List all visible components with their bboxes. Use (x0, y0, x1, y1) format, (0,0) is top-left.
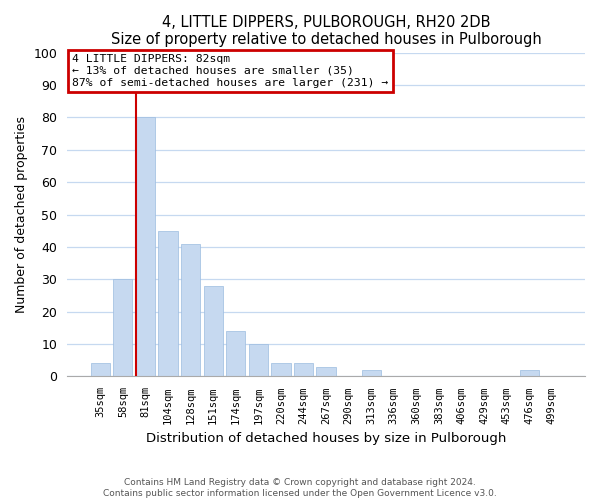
Bar (136, 118, 155, 376)
Bar (249, 344, 268, 376)
Bar (158, 231, 178, 376)
Bar (113, 280, 133, 376)
Title: 4, LITTLE DIPPERS, PULBOROUGH, RH20 2DB
Size of property relative to detached ho: 4, LITTLE DIPPERS, PULBOROUGH, RH20 2DB … (111, 15, 541, 48)
Bar (91, 364, 110, 376)
Bar (520, 370, 539, 376)
Text: Contains HM Land Registry data © Crown copyright and database right 2024.
Contai: Contains HM Land Registry data © Crown c… (103, 478, 497, 498)
Bar (362, 370, 381, 376)
X-axis label: Distribution of detached houses by size in Pulborough: Distribution of detached houses by size … (146, 432, 506, 445)
Bar (181, 244, 200, 376)
Bar (203, 286, 223, 376)
Bar (316, 366, 335, 376)
Bar (294, 364, 313, 376)
Bar (226, 331, 245, 376)
Y-axis label: Number of detached properties: Number of detached properties (15, 116, 28, 313)
Text: 4 LITTLE DIPPERS: 82sqm
← 13% of detached houses are smaller (35)
87% of semi-de: 4 LITTLE DIPPERS: 82sqm ← 13% of detache… (73, 54, 389, 88)
Bar (271, 364, 290, 376)
